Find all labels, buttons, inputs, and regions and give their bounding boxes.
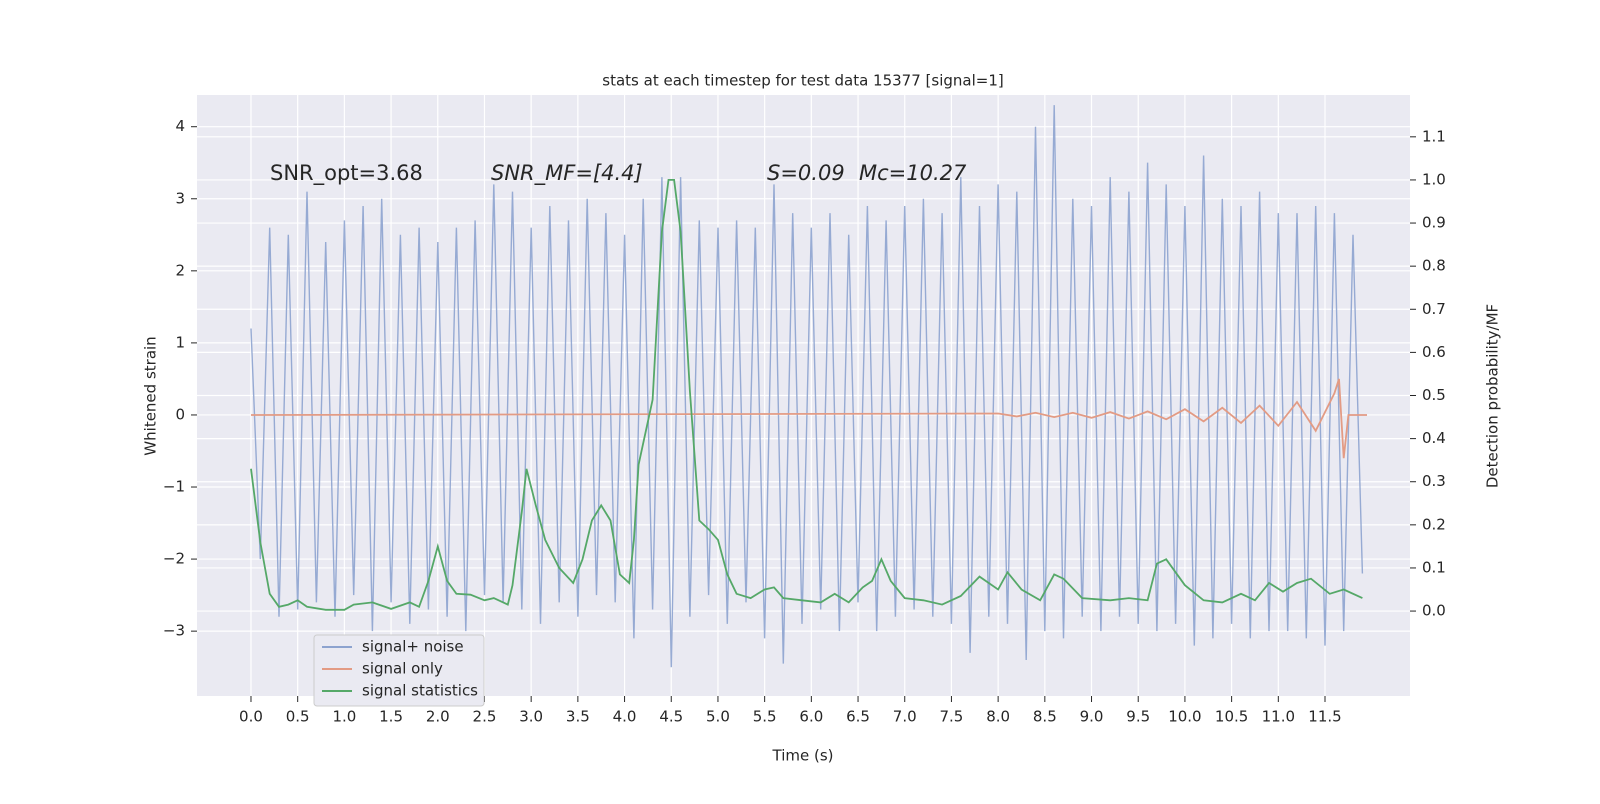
y2-tick-label: 0.1 [1422, 558, 1446, 576]
x-tick-label: 10.0 [1168, 708, 1201, 726]
x-tick-label: 11.5 [1308, 708, 1341, 726]
y2-tick-label: 1.1 [1422, 127, 1446, 145]
legend-label: signal+ noise [362, 638, 464, 656]
x-tick-label: 7.5 [940, 708, 964, 726]
y-tick-label: 4 [175, 117, 185, 135]
y2-tick-label: 0.2 [1422, 515, 1446, 533]
y2-tick-label: 0.3 [1422, 472, 1446, 490]
series-line [250, 378, 1367, 459]
y2-tick-label: 0.6 [1422, 343, 1446, 361]
legend-label: signal only [362, 660, 443, 678]
legend-box [313, 634, 485, 707]
x-tick-label: 3.0 [519, 708, 543, 726]
annotation: S=0.09 [767, 161, 845, 185]
x-tick-label: 8.5 [1033, 708, 1057, 726]
y-tick-label: 0 [175, 405, 185, 423]
y2-tick-label: 0.8 [1422, 257, 1446, 275]
x-tick-label: 7.0 [893, 708, 917, 726]
y2-tick-label: 0.4 [1422, 429, 1446, 447]
annotation: SNR_MF=[4.4] [491, 161, 643, 186]
chart-title: stats at each timestep for test data 153… [602, 72, 1003, 90]
y2-tick-label: 0.9 [1422, 214, 1446, 232]
y2-tick-label: 0.7 [1422, 300, 1446, 318]
legend-label: signal statistics [362, 682, 478, 700]
x-tick-label: 0.0 [239, 708, 263, 726]
x-tick-label: 5.5 [753, 708, 777, 726]
series-line [250, 179, 1363, 611]
x-tick-label: 1.5 [379, 708, 403, 726]
x-axis-label: Time (s) [772, 747, 834, 765]
y-tick-label: −3 [163, 622, 185, 640]
x-tick-label: 6.5 [846, 708, 870, 726]
x-tick-label: 3.5 [566, 708, 590, 726]
x-tick-label: 2.0 [426, 708, 450, 726]
y-tick-label: −1 [163, 478, 185, 496]
x-tick-label: 6.0 [799, 708, 823, 726]
y-tick-label: −2 [163, 550, 185, 568]
y2-tick-label: 0.5 [1422, 386, 1446, 404]
x-tick-label: 8.0 [986, 708, 1010, 726]
x-tick-label: 4.5 [659, 708, 683, 726]
y2-tick-label: 0.0 [1422, 602, 1446, 620]
y2-axis-label: Detection probability/MF [1484, 304, 1502, 488]
y2-tick-label: 1.0 [1422, 170, 1446, 188]
x-tick-label: 10.5 [1215, 708, 1248, 726]
y-tick-label: 3 [175, 189, 185, 207]
x-tick-label: 9.5 [1126, 708, 1150, 726]
x-tick-label: 2.5 [473, 708, 497, 726]
x-tick-label: 4.0 [613, 708, 637, 726]
x-tick-label: 5.0 [706, 708, 730, 726]
x-tick-label: 1.0 [332, 708, 356, 726]
y-tick-label: 1 [175, 333, 185, 351]
y-tick-label: 2 [175, 261, 185, 279]
x-tick-label: 0.5 [286, 708, 310, 726]
annotation: SNR_opt=3.68 [270, 161, 423, 186]
x-tick-label: 9.0 [1080, 708, 1104, 726]
annotation: Mc=10.27 [859, 161, 967, 185]
series-line [250, 105, 1364, 668]
y-axis-label: Whitened strain [142, 336, 160, 455]
x-tick-label: 11.0 [1262, 708, 1295, 726]
